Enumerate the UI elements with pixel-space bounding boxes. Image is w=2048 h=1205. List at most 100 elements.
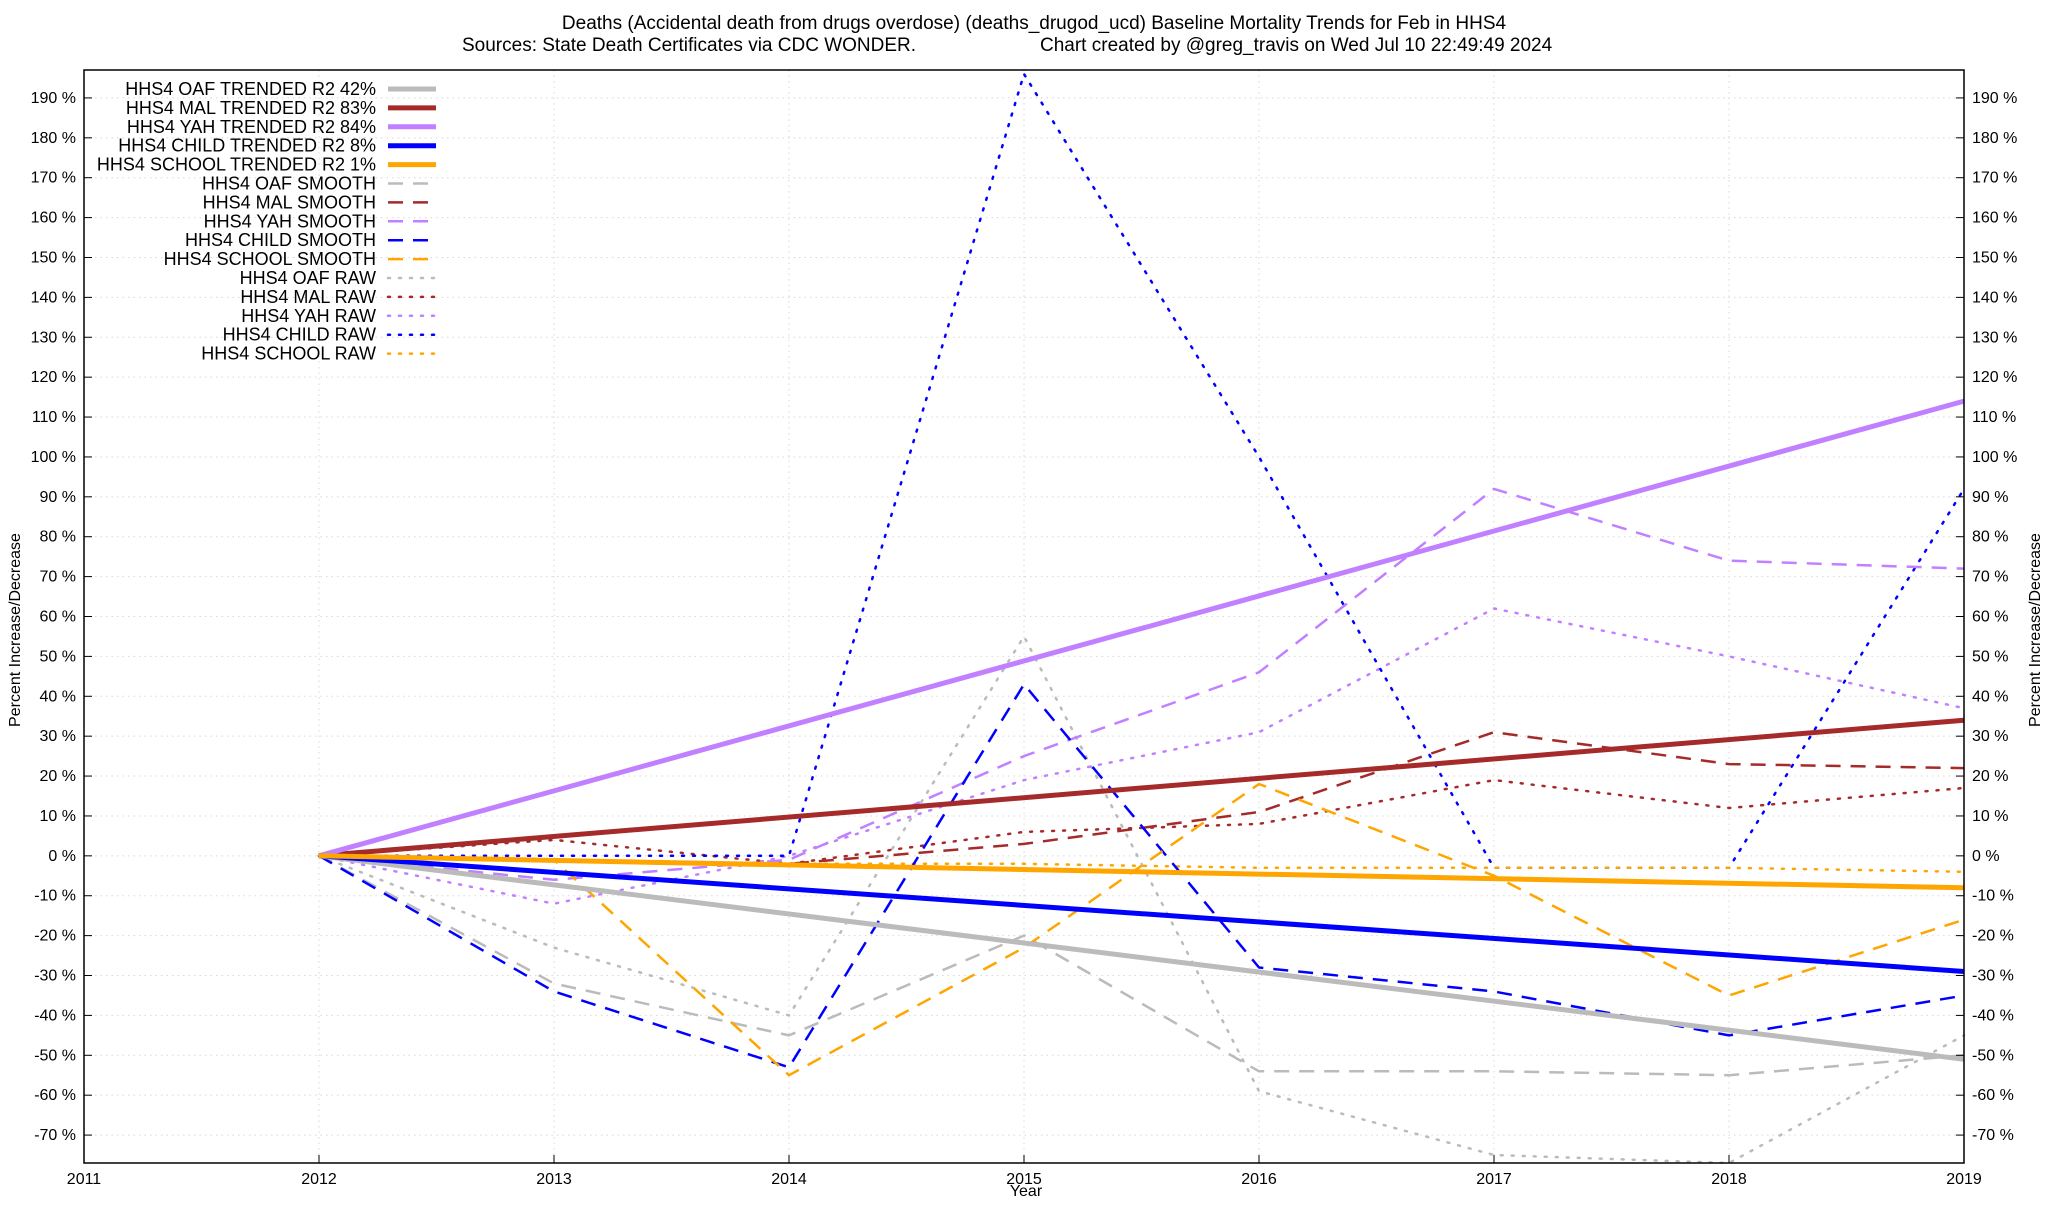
series-layer — [317, 72, 1966, 1165]
series-line-8 — [318, 487, 1965, 882]
x-tick-label: 2016 — [1241, 1171, 1277, 1188]
x-tick-label: 2013 — [536, 1171, 572, 1188]
y-tick-label-right: 80 % — [1972, 529, 2008, 546]
y-tick-label-left: 170 % — [31, 170, 76, 187]
y-tick-label-left: 110 % — [32, 409, 76, 426]
y-tick-label-right: 140 % — [1972, 289, 2017, 306]
y-tick-label-left: 90 % — [40, 489, 76, 506]
y-tick-label-left: 140 % — [31, 289, 76, 306]
y-tick-label-right: 70 % — [1972, 569, 2008, 586]
y-tick-label-right: -30 % — [1972, 968, 2014, 985]
series-line-3 — [318, 398, 1965, 859]
chart-subtitle-left: Sources: State Death Certificates via CD… — [462, 35, 916, 56]
y-tick-label-left: 20 % — [40, 768, 76, 785]
chart-title: Deaths (Accidental death from drugs over… — [562, 13, 1507, 34]
y-tick-label-right: 150 % — [1972, 249, 2017, 266]
legend-label: HHS4 CHILD RAW — [223, 325, 376, 345]
legend-label: HHS4 SCHOOL RAW — [201, 344, 376, 364]
y-tick-label-left: 70 % — [40, 569, 76, 586]
y-tick-label-left: 60 % — [40, 609, 76, 626]
legend-label: HHS4 OAF SMOOTH — [202, 174, 376, 194]
y-tick-label-left: -60 % — [34, 1087, 76, 1104]
y-tick-label-right: 130 % — [1972, 329, 2017, 346]
y-tick-label-left: 0 % — [48, 848, 76, 865]
y-tick-label-left: 40 % — [40, 688, 76, 705]
y-tick-label-right: 20 % — [1972, 768, 2008, 785]
y-tick-label-left: -40 % — [34, 1007, 76, 1024]
series-line-5 — [318, 853, 1965, 891]
y-tick-label-right: 120 % — [1972, 369, 2017, 386]
x-tick-label: 2017 — [1476, 1171, 1512, 1188]
legend-label: HHS4 SCHOOL SMOOTH — [164, 249, 376, 269]
y-tick-label-right: 60 % — [1972, 609, 2008, 626]
series-line-13 — [317, 607, 1966, 905]
series-line-9 — [318, 683, 1965, 1069]
series-line-6 — [318, 854, 1965, 1077]
y-tick-label-right: 0 % — [1972, 848, 2000, 865]
y-tick-label-left: -70 % — [34, 1127, 76, 1144]
y-tick-label-left: 190 % — [31, 90, 76, 107]
series-line-10 — [318, 782, 1965, 1077]
y-tick-label-right: 50 % — [1972, 648, 2008, 665]
y-tick-label-left: -50 % — [34, 1047, 76, 1064]
y-tick-label-right: -50 % — [1972, 1047, 2014, 1064]
series-line-11 — [317, 635, 1966, 1165]
series-line-4 — [318, 853, 1965, 974]
y-tick-label-right: 190 % — [1972, 90, 2017, 107]
y-tick-label-left: 100 % — [31, 449, 76, 466]
y-tick-label-right: -60 % — [1972, 1087, 2014, 1104]
x-tick-label: 2011 — [67, 1171, 102, 1188]
series-line-1 — [318, 853, 1965, 1062]
series-line-2 — [318, 717, 1965, 859]
y-tick-label-right: -20 % — [1972, 928, 2014, 945]
y-tick-label-right: -40 % — [1972, 1007, 2014, 1024]
y-tick-label-right: 30 % — [1972, 728, 2008, 745]
y-tick-label-left: 150 % — [31, 249, 76, 266]
y-tick-label-left: -10 % — [34, 888, 76, 905]
y-tick-label-right: -10 % — [1972, 888, 2014, 905]
y-tick-label-right: 110 % — [1972, 409, 2016, 426]
x-tick-label: 2018 — [1711, 1171, 1747, 1188]
y-axis-title-left: Percent Increase/Decrease — [7, 533, 24, 727]
y-tick-label-left: 120 % — [31, 369, 76, 386]
y-axis-title-right: Percent Increase/Decrease — [2027, 533, 2044, 727]
tick-layer: 190 % 190 % 180 % 180 % 170 % 170 % 160 % 160 %… — [31, 90, 2018, 1188]
legend-label: HHS4 MAL SMOOTH — [203, 192, 376, 212]
y-tick-label-left: 30 % — [40, 728, 76, 745]
y-tick-label-right: -70 % — [1972, 1127, 2014, 1144]
legend-label: HHS4 YAH RAW — [241, 306, 376, 326]
y-tick-label-left: -30 % — [34, 968, 76, 985]
y-tick-label-right: 180 % — [1972, 130, 2017, 147]
legend-label: HHS4 MAL TRENDED R2 83% — [126, 98, 376, 118]
legend: HHS4 OAF TRENDED R2 42%HHS4 MAL TRENDED … — [97, 79, 438, 364]
legend-label: HHS4 YAH TRENDED R2 84% — [127, 117, 376, 137]
chart-subtitle-right: Chart created by @greg_travis on Wed Jul… — [1040, 35, 1553, 56]
y-tick-label-left: 10 % — [40, 808, 76, 825]
y-tick-label-left: 50 % — [40, 648, 76, 665]
series-line-14 — [317, 72, 1966, 870]
series-line-12 — [317, 778, 1966, 866]
y-tick-label-right: 170 % — [1972, 170, 2017, 187]
x-tick-label: 2015 — [1006, 1171, 1042, 1188]
legend-label: HHS4 CHILD TRENDED R2 8% — [118, 136, 376, 156]
legend-label: HHS4 MAL RAW — [240, 287, 376, 307]
legend-label: HHS4 OAF TRENDED R2 42% — [125, 79, 376, 99]
legend-label: HHS4 CHILD SMOOTH — [185, 230, 376, 250]
y-tick-label-right: 10 % — [1972, 808, 2008, 825]
x-axis-title: Year — [1010, 1183, 1043, 1200]
y-tick-label-left: 160 % — [31, 210, 76, 227]
x-tick-label: 2014 — [771, 1171, 807, 1188]
series-line-7 — [318, 730, 1965, 866]
y-tick-label-left: 130 % — [31, 329, 76, 346]
y-tick-label-right: 90 % — [1972, 489, 2008, 506]
legend-label: HHS4 YAH SMOOTH — [204, 211, 376, 231]
y-tick-label-left: 180 % — [31, 130, 76, 147]
x-tick-label: 2012 — [301, 1171, 337, 1188]
y-tick-label-left: 80 % — [40, 529, 76, 546]
legend-label: HHS4 OAF RAW — [240, 268, 376, 288]
y-tick-label-right: 100 % — [1972, 449, 2017, 466]
y-tick-label-right: 160 % — [1972, 210, 2017, 227]
y-tick-label-left: -20 % — [34, 928, 76, 945]
